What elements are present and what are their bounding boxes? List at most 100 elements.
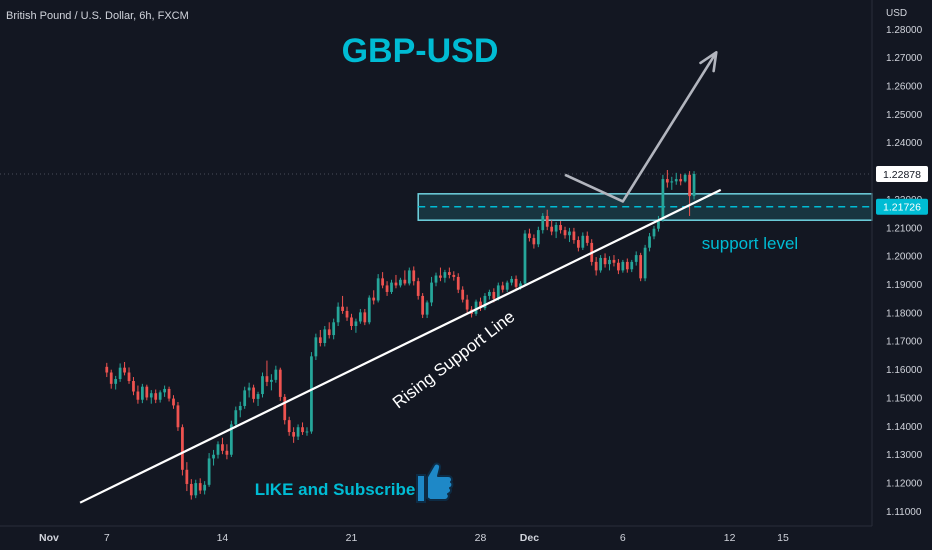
candle-body: [443, 272, 447, 278]
candle-body: [688, 174, 691, 197]
price-axis[interactable]: 1.11000 1.12000 1.13000 1.14000 1.15000 1.160…: [871, 0, 928, 526]
candle: [212, 449, 215, 466]
candle-body: [394, 282, 398, 286]
rising-support-trendline[interactable]: [79, 188, 722, 504]
candle: [185, 462, 189, 492]
candle-body: [185, 469, 189, 484]
candle: [461, 286, 465, 303]
candle: [488, 289, 491, 300]
candle: [594, 257, 598, 276]
projection-path[interactable]: [564, 51, 718, 203]
candle: [216, 441, 220, 459]
candle: [318, 329, 322, 347]
support-price-tag[interactable]: [876, 198, 928, 215]
candle: [114, 375, 118, 390]
candle-body: [505, 282, 509, 290]
candle-body: [207, 458, 211, 485]
candle-body: [585, 235, 589, 243]
candle-body: [247, 387, 251, 391]
candle-body: [243, 390, 247, 406]
annotation-like-subscribe: LIKE and Subscribe: [255, 480, 416, 499]
candle: [576, 236, 580, 252]
candle-body: [149, 393, 153, 398]
candle: [439, 267, 442, 282]
candle: [225, 444, 229, 460]
candle-body: [167, 388, 171, 399]
candle-body: [132, 381, 135, 392]
candle-body: [452, 274, 456, 277]
time-tick-label: 15: [777, 532, 789, 544]
candle: [265, 360, 269, 387]
candle-body: [594, 261, 598, 271]
candle: [163, 385, 166, 397]
candle-body: [501, 285, 505, 290]
candle: [221, 437, 224, 455]
thumbs-up-icon[interactable]: [416, 462, 454, 503]
price-tick-label: 1.24000: [886, 138, 923, 149]
candle-body: [118, 367, 122, 380]
price-tick-label: 1.15000: [886, 393, 923, 404]
current-price-tag[interactable]: [876, 166, 928, 183]
candle: [158, 390, 162, 403]
candle: [456, 273, 460, 294]
candle: [305, 427, 309, 436]
candle-body: [572, 231, 576, 241]
candle: [608, 256, 611, 271]
candle-body: [278, 369, 282, 397]
candle-body: [465, 299, 469, 310]
price-tick-label: 1.11000: [886, 507, 922, 518]
candle-body: [496, 285, 500, 299]
candle: [528, 228, 531, 242]
candle: [247, 382, 251, 398]
candle-body: [523, 233, 527, 284]
candle: [430, 276, 433, 307]
candle-body: [198, 483, 202, 491]
candle-body: [221, 444, 224, 451]
candle-body: [425, 302, 429, 315]
candle-body: [679, 179, 683, 182]
candle: [194, 479, 198, 499]
candle-body: [181, 427, 184, 470]
candle: [350, 313, 353, 330]
candle-body: [318, 337, 322, 344]
candle-body: [683, 174, 687, 182]
candle: [261, 372, 264, 398]
candle: [167, 386, 171, 402]
price-tick-label: 1.21000: [886, 223, 923, 234]
candle: [367, 295, 371, 325]
candle-body: [203, 484, 207, 491]
candle-body: [639, 255, 643, 279]
candle-body: [519, 283, 522, 287]
candle-body: [488, 291, 491, 296]
candle-body: [661, 179, 665, 220]
candle: [189, 479, 193, 500]
candle-body: [479, 301, 482, 309]
candle-body: [172, 398, 175, 406]
drawings-layer: [79, 51, 722, 504]
candle-body: [674, 179, 678, 182]
support-zone-layer: [417, 193, 873, 221]
candle-body: [176, 405, 180, 428]
candle: [550, 220, 554, 236]
candle: [421, 293, 425, 319]
candle-body: [283, 396, 287, 421]
price-tick-label: 1.19000: [886, 280, 923, 291]
candle-body: [617, 262, 620, 271]
candle: [447, 267, 451, 279]
candle-body: [541, 215, 545, 231]
candle-body: [421, 295, 425, 315]
candle-body: [256, 394, 260, 399]
candle-body: [648, 236, 651, 248]
candle-body: [634, 255, 638, 262]
candle-body: [323, 329, 327, 344]
candle: [274, 365, 278, 383]
time-axis[interactable]: Nov 7 14 21 28 Dec 6 12 15: [0, 525, 872, 544]
chart-symbol-title: British Pound / U.S. Dollar, 6h, FXCM: [6, 10, 189, 22]
price-tick-label: 1.14000: [886, 422, 923, 433]
time-tick-label: 28: [475, 532, 487, 544]
candle: [407, 267, 411, 286]
current-price-label: 1.22878: [883, 169, 921, 181]
candle-body: [643, 247, 647, 279]
candle: [358, 308, 362, 324]
